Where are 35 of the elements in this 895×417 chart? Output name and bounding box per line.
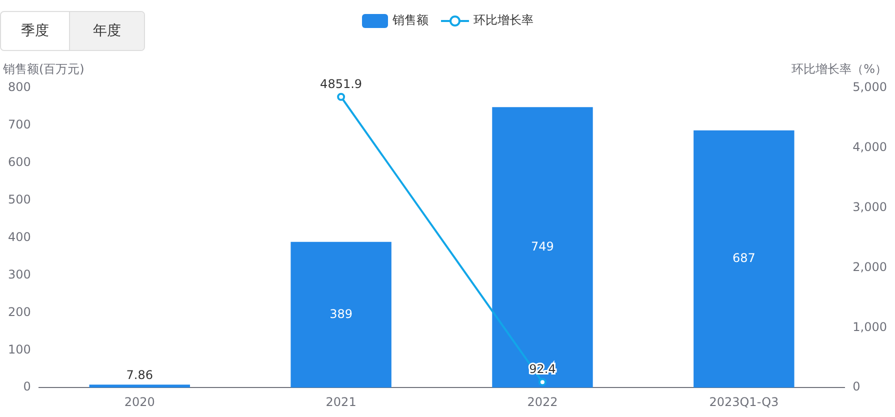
y-tick-label: 800: [8, 80, 31, 94]
bar: [492, 107, 593, 388]
y-tick-label: 300: [8, 267, 31, 282]
text: 年度: [69, 12, 144, 50]
x-tick-label: 2020: [124, 394, 155, 409]
bar: [694, 130, 794, 388]
y2-axis-title: 环比增长率（%）: [792, 62, 887, 76]
y-tick-label: 600: [8, 155, 31, 170]
legend-label: 环比增长率: [474, 12, 534, 29]
data-label: 749: [531, 239, 554, 254]
y2-tick-label: 3,000: [852, 200, 888, 214]
data-label: 4851.9: [320, 77, 362, 91]
y2-tick-label: 0: [852, 380, 860, 394]
y-tick-label: 500: [8, 192, 31, 206]
text: 季度: [20, 22, 50, 41]
y2-tick-label: 4,000: [852, 140, 888, 154]
y2-tick-label: 1,000: [852, 320, 888, 334]
y-tick-label: 400: [8, 230, 31, 244]
legend-label: 销售额: [392, 12, 428, 29]
y-tick-label: 100: [8, 342, 31, 356]
y2-tick-label: 2,000: [852, 260, 888, 274]
data-label: 92.4: [529, 362, 556, 376]
x-tick-label: 2022: [527, 394, 558, 409]
x-tick-label: 2021: [326, 394, 356, 409]
y-tick-label: 0: [23, 380, 31, 394]
data-label: 687: [732, 251, 756, 266]
bar: [290, 242, 392, 388]
x-tick-label: 2023Q1-Q3: [709, 394, 779, 409]
y-axis-title: 销售额(百万元): [2, 62, 84, 76]
y-tick-label: 700: [8, 118, 31, 132]
y-tick-label: 200: [8, 304, 31, 319]
data-label: 7.86: [126, 368, 153, 382]
y2-tick-label: 5,000: [852, 80, 888, 94]
data-label: 389: [330, 306, 353, 321]
bar: [89, 384, 190, 388]
